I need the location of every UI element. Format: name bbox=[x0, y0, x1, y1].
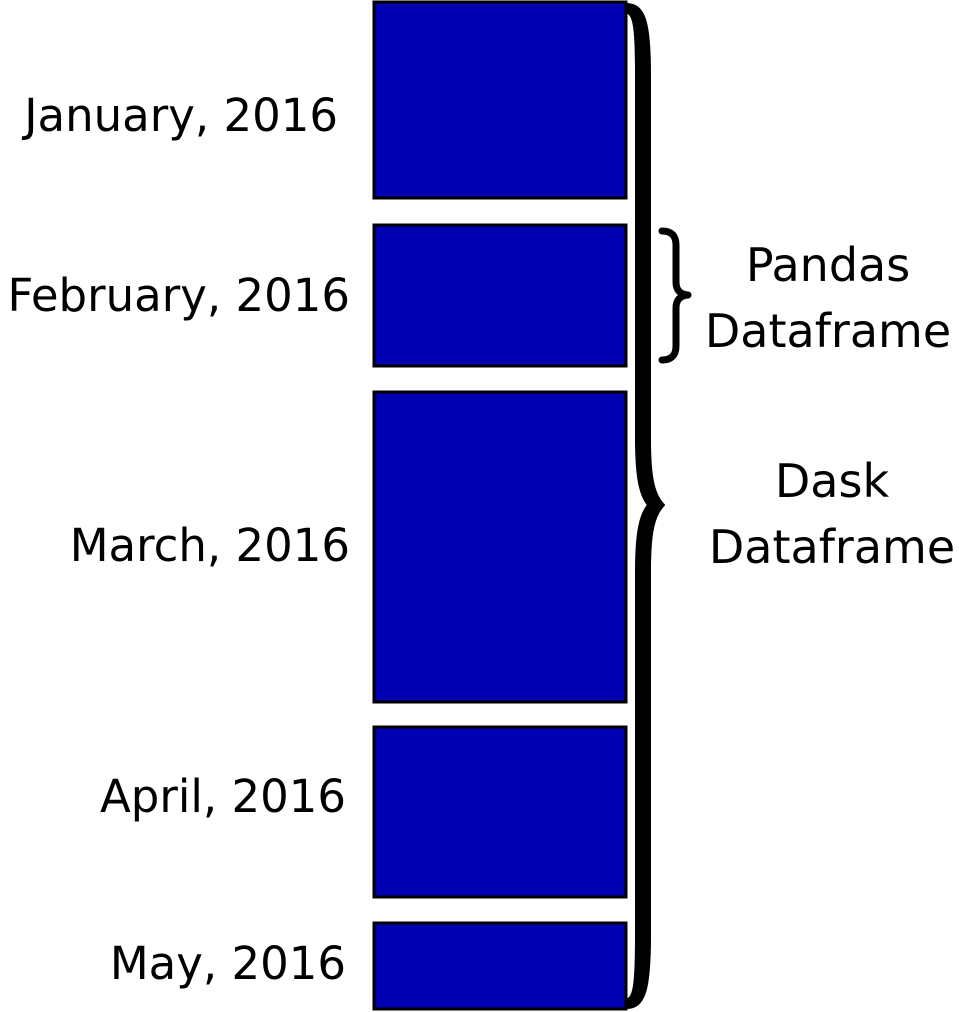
partition-label-may: May, 2016 bbox=[110, 937, 346, 990]
partition-label-february: February, 2016 bbox=[7, 269, 350, 322]
dask-brace-icon bbox=[625, 3, 665, 1009]
pandas-dataframe-label-line2: Dataframe bbox=[705, 304, 951, 358]
dask-dataframe-label-line1: Dask bbox=[775, 454, 890, 508]
pandas-brace-icon bbox=[658, 227, 692, 364]
partition-block-january bbox=[372, 0, 628, 200]
pandas-dataframe-label-line1: Pandas bbox=[746, 238, 910, 292]
partition-block-may bbox=[372, 921, 628, 1011]
partition-block-february bbox=[372, 223, 628, 368]
partition-block-april bbox=[372, 725, 628, 899]
partition-label-march: March, 2016 bbox=[70, 519, 350, 572]
partition-label-april: April, 2016 bbox=[100, 770, 346, 823]
partition-label-january: January, 2016 bbox=[21, 89, 338, 142]
partition-block-march bbox=[372, 390, 628, 704]
dask-dataframe-label-line2: Dataframe bbox=[709, 520, 955, 574]
